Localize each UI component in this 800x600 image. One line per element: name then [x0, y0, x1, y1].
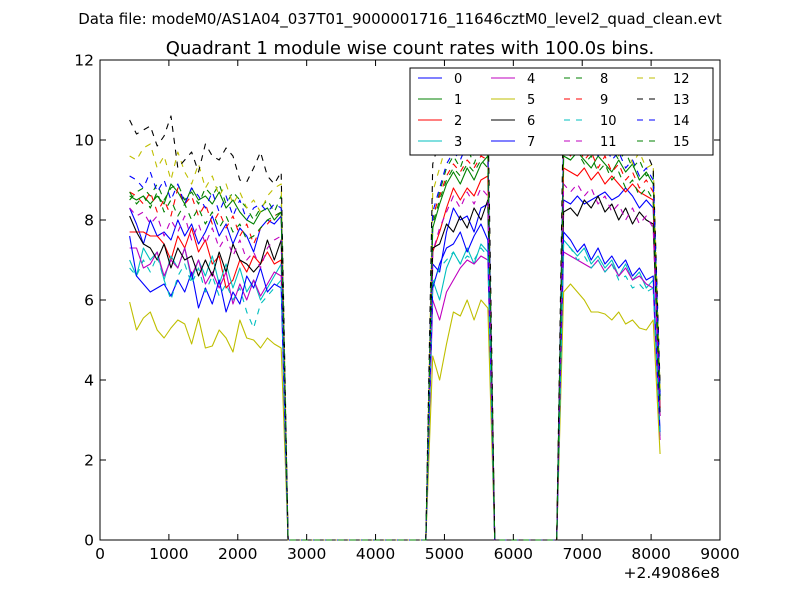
legend-label: 4 — [527, 72, 535, 87]
legend-entry-7: 7 — [491, 135, 535, 150]
legend-label: 5 — [527, 93, 535, 108]
y-tick-label: 0 — [84, 532, 94, 550]
legend-entry-0: 0 — [418, 72, 462, 87]
series-line-6 — [129, 195, 661, 541]
legend-entry-1: 1 — [418, 93, 462, 108]
series-line-3 — [129, 239, 661, 541]
chart-title: Quadrant 1 module wise count rates with … — [166, 38, 655, 59]
legend-entry-5: 5 — [491, 93, 535, 108]
legend-label: 8 — [600, 72, 608, 87]
legend-entry-4: 4 — [491, 72, 535, 87]
legend-label: 10 — [600, 114, 617, 129]
x-offset-label: +2.49086e8 — [624, 564, 720, 582]
legend-entry-2: 2 — [418, 114, 462, 129]
ticks-layer: 0 1000 2000 3000 4000 5000 6000 7000 8000 9000 0 2 4… — [74, 52, 739, 564]
legend-label: 9 — [600, 93, 608, 108]
legend-entry-15: 15 — [637, 135, 690, 150]
x-tick-label: 1000 — [149, 545, 188, 563]
legend-entry-9: 9 — [564, 93, 608, 108]
legend-label: 15 — [673, 135, 690, 150]
y-tick-label: 2 — [84, 452, 94, 470]
legend-entry-11: 11 — [564, 135, 617, 150]
legend-label: 6 — [527, 114, 535, 129]
legend-label: 3 — [454, 135, 462, 150]
legend-label: 12 — [673, 72, 690, 87]
series-line-10 — [129, 243, 661, 541]
series-layer — [129, 91, 661, 541]
y-tick-label: 8 — [84, 212, 94, 230]
legend-label: 13 — [673, 93, 690, 108]
x-tick-label: 8000 — [631, 545, 670, 563]
legend-label: 7 — [527, 135, 535, 150]
legend-label: 11 — [600, 135, 617, 150]
y-tick-label: 12 — [74, 52, 94, 70]
x-tick-label: 3000 — [287, 545, 326, 563]
x-tick-label: 7000 — [562, 545, 601, 563]
legend-label: 0 — [454, 72, 462, 87]
y-tick-label: 6 — [84, 292, 94, 310]
legend-entry-10: 10 — [564, 114, 617, 129]
legend-entry-6: 6 — [491, 114, 535, 129]
series-line-15 — [129, 151, 661, 541]
chart-suptitle: Data file: modeM0/AS1A04_037T01_90000017… — [78, 10, 722, 29]
x-tick-label: 2000 — [218, 545, 257, 563]
x-tick-label: 5000 — [425, 545, 464, 563]
legend-frame — [409, 67, 714, 156]
x-tick-label: 6000 — [494, 545, 533, 563]
legend-entry-13: 13 — [637, 93, 690, 108]
legend-label: 2 — [454, 114, 462, 129]
legend-entry-12: 12 — [637, 72, 690, 87]
legend-label: 14 — [673, 114, 690, 129]
series-line-5 — [129, 283, 661, 541]
y-tick-label: 4 — [84, 372, 94, 390]
legend-entry-3: 3 — [418, 135, 462, 150]
x-tick-label: 4000 — [356, 545, 395, 563]
y-tick-label: 10 — [74, 132, 94, 150]
x-tick-label: 0 — [95, 545, 105, 563]
legend-entry-14: 14 — [637, 114, 690, 129]
legend-entry-8: 8 — [564, 72, 608, 87]
legend-label: 1 — [454, 93, 462, 108]
x-tick-label: 9000 — [700, 545, 739, 563]
